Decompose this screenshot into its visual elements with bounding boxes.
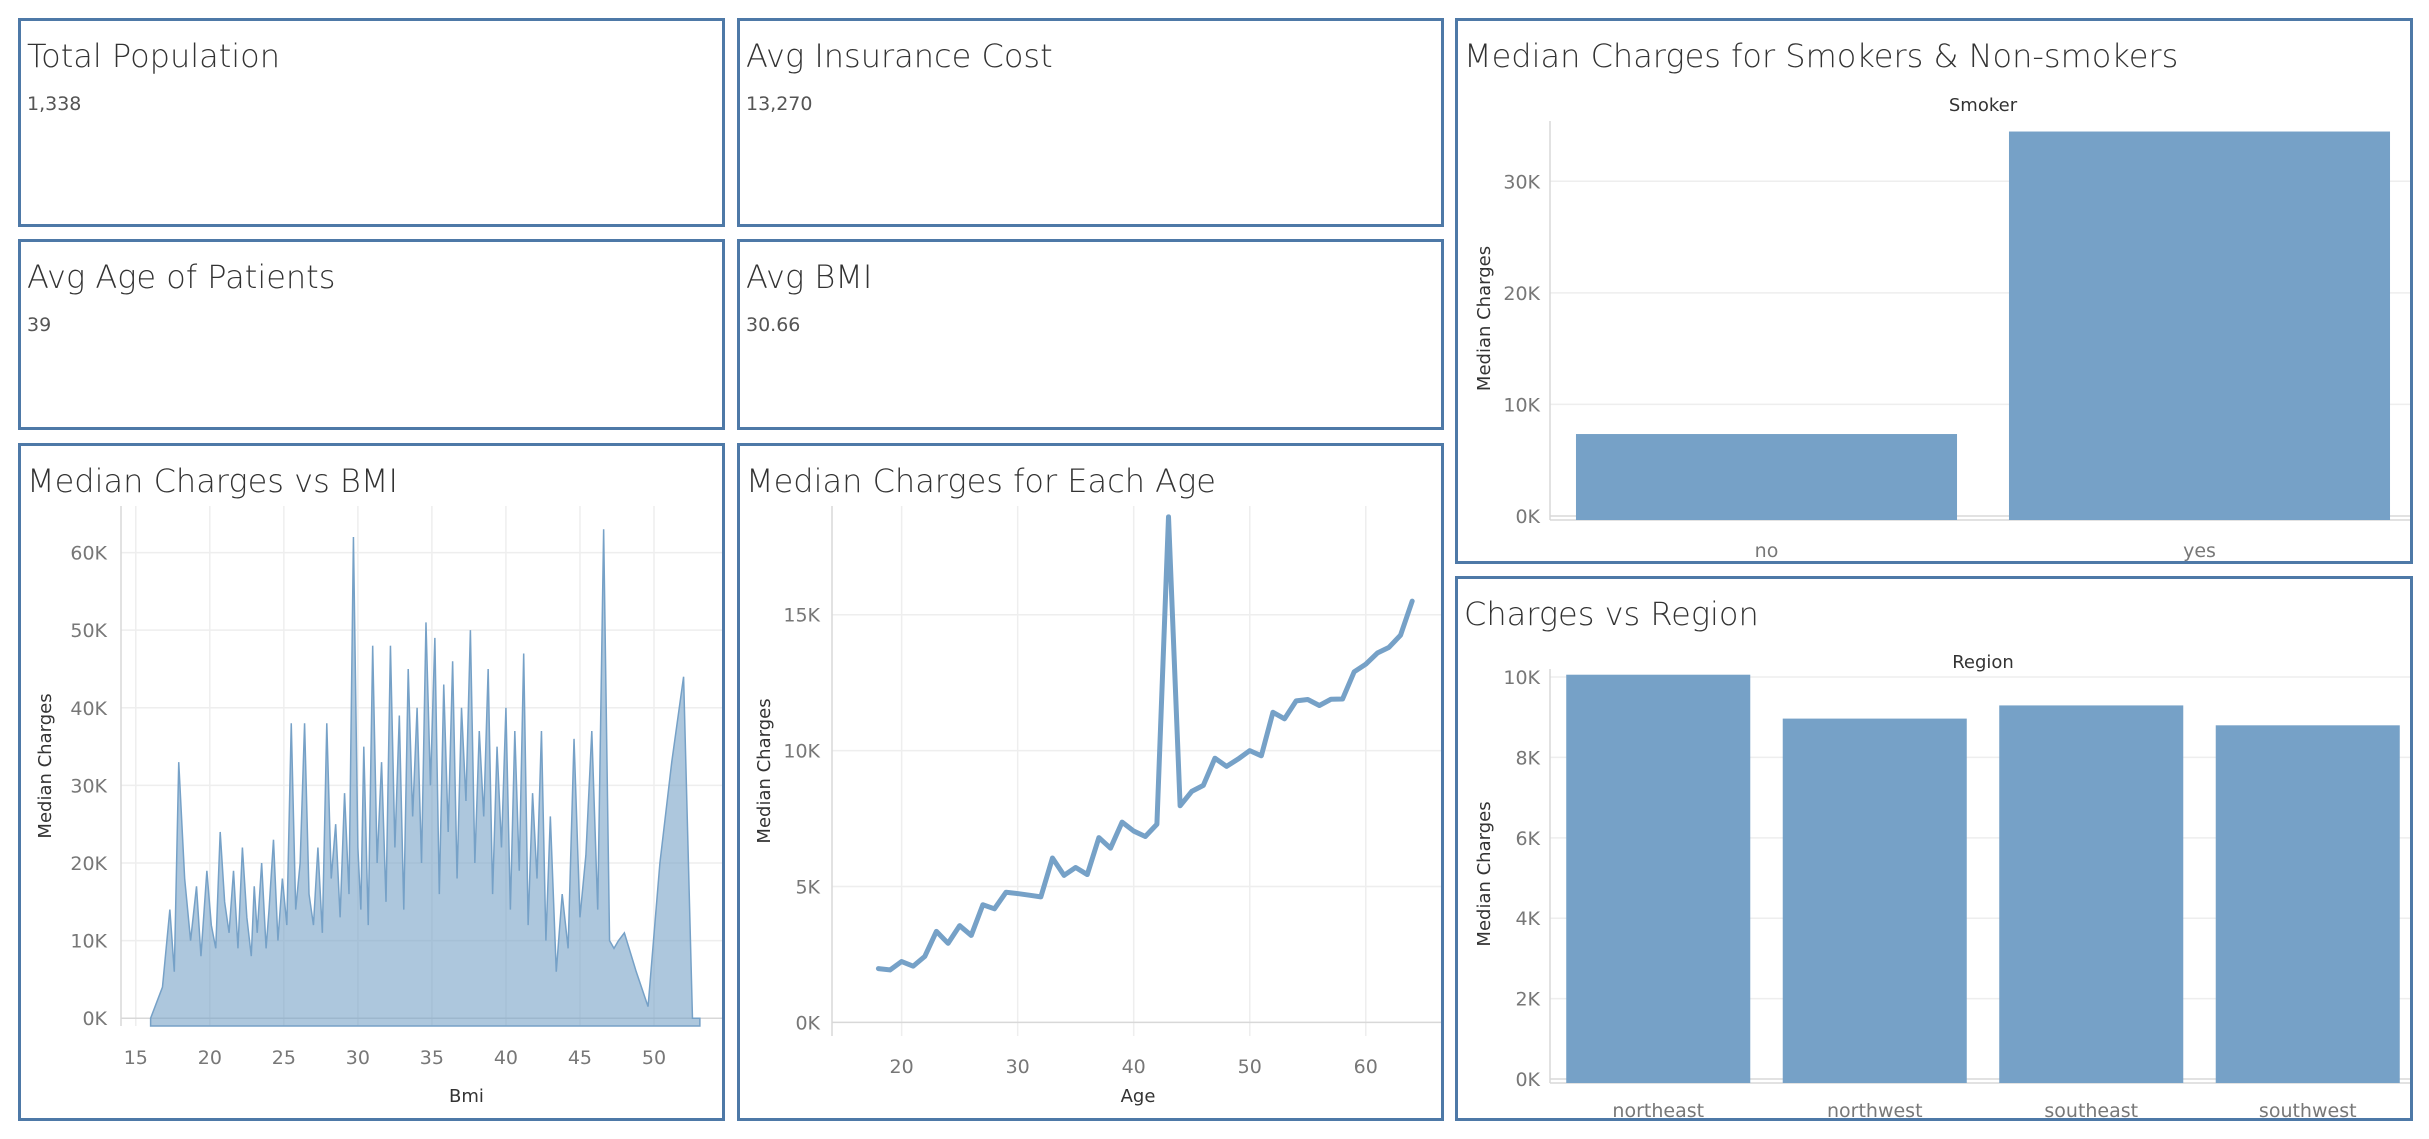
kpi-value: 30.66 — [746, 314, 801, 336]
y-tick-label: 0K — [82, 1008, 107, 1030]
x-tick-label: 45 — [568, 1047, 592, 1069]
y-tick-label: 0K — [1515, 1069, 1540, 1091]
y-tick-label: 10K — [70, 931, 107, 953]
bar-northwest — [1782, 718, 1967, 1083]
y-axis-label: Median Charges — [1474, 246, 1495, 391]
y-tick-label: 2K — [1515, 989, 1540, 1011]
kpi-value: 13,270 — [746, 93, 813, 115]
bar-yes — [2008, 131, 2391, 520]
chart-title: Median Charges vs BMI — [27, 462, 398, 500]
x-tick-label: 60 — [1354, 1056, 1378, 1078]
age-chart-panel: Median Charges for Each Age 20 30 40 50 60 0K… — [737, 443, 1444, 1121]
column-header: Smoker — [1949, 95, 2018, 116]
y-tick-label: 10K — [783, 741, 820, 763]
y-tick-label: 20K — [70, 853, 107, 875]
y-axis-label: Median Charges — [35, 693, 56, 838]
chart-title: Median Charges for Each Age — [746, 462, 1216, 500]
y-tick-label: 6K — [1515, 828, 1540, 850]
y-tick-label: 4K — [1515, 908, 1540, 930]
kpi-total-population: Total Population 1,338 — [18, 18, 725, 227]
y-tick-label: 5K — [795, 877, 820, 899]
kpi-avg-age: Avg Age of Patients 39 — [18, 239, 725, 430]
kpi-avg-bmi: Avg BMI 30.66 — [737, 239, 1444, 430]
x-tick-label: 30 — [1006, 1056, 1030, 1078]
y-tick-label: 50K — [70, 620, 107, 642]
y-tick-label: 10K — [1503, 394, 1540, 416]
column-header: Region — [1952, 652, 2014, 673]
y-tick-label: 30K — [70, 775, 107, 797]
x-tick-label: 50 — [1238, 1056, 1262, 1078]
region-chart-panel: Charges vs Region Region 0K 2K 4K 6K 8K 10K Med… — [1455, 576, 2413, 1121]
x-axis-label: Bmi — [449, 1086, 484, 1107]
y-tick-label: 10K — [1503, 667, 1540, 689]
region-bar-chart: Region 0K 2K 4K 6K 8K 10K Median Charges northea… — [1474, 652, 2410, 1121]
y-tick-label: 20K — [1503, 283, 1540, 305]
kpi-value: 39 — [27, 314, 52, 336]
x-tick-label: 40 — [1122, 1056, 1146, 1078]
age-line-chart: 20 30 40 50 60 0K 5K 10K 15K Age Median Charges — [754, 506, 1441, 1107]
x-tick-label: 35 — [420, 1047, 444, 1069]
x-tick-label: 25 — [272, 1047, 296, 1069]
y-tick-label: 0K — [795, 1012, 820, 1034]
bar-no — [1575, 434, 1958, 520]
y-tick-label: 15K — [783, 605, 820, 627]
y-tick-label: 40K — [70, 698, 107, 720]
y-tick-label: 8K — [1515, 747, 1540, 769]
kpi-avg-insurance-cost: Avg Insurance Cost 13,270 — [737, 18, 1444, 227]
category-label: no — [1755, 540, 1779, 562]
y-axis-label: Median Charges — [754, 698, 775, 843]
x-tick-label: 40 — [494, 1047, 518, 1069]
kpi-title: Avg BMI — [746, 258, 873, 296]
category-label: northeast — [1612, 1100, 1704, 1121]
kpi-title: Total Population — [27, 37, 281, 75]
area-series — [149, 529, 701, 1027]
x-tick-label: 30 — [346, 1047, 370, 1069]
x-tick-label: 50 — [642, 1047, 666, 1069]
bmi-chart-panel: Median Charges vs BMI 15 20 25 30 35 40 45 50 0K… — [18, 443, 725, 1121]
y-tick-label: 30K — [1503, 171, 1540, 193]
category-label: southwest — [2259, 1100, 2357, 1121]
bar-southeast — [1999, 705, 2184, 1083]
smoker-chart-panel: Median Charges for Smokers & Non-smokers… — [1455, 18, 2413, 564]
x-tick-label: 20 — [890, 1056, 914, 1078]
x-tick-label: 20 — [198, 1047, 222, 1069]
kpi-title: Avg Age of Patients — [27, 258, 336, 296]
bar-southwest — [2215, 725, 2400, 1083]
category-label: southeast — [2044, 1100, 2138, 1121]
chart-title: Charges vs Region — [1464, 595, 1759, 633]
x-axis-label: Age — [1121, 1086, 1156, 1107]
x-tick-label: 15 — [124, 1047, 148, 1069]
y-tick-label: 60K — [70, 543, 107, 565]
chart-title: Median Charges for Smokers & Non-smokers — [1464, 37, 2179, 75]
kpi-value: 1,338 — [27, 93, 82, 115]
bmi-area-chart: 15 20 25 30 35 40 45 50 0K 10K 20K 30K 40K 50K 60K Bmi M… — [35, 506, 722, 1107]
line-series — [875, 514, 1415, 973]
y-axis-label: Median Charges — [1474, 801, 1495, 946]
kpi-title: Avg Insurance Cost — [746, 37, 1053, 75]
bar-northeast — [1566, 674, 1751, 1083]
category-label: northwest — [1827, 1100, 1923, 1121]
y-tick-label: 0K — [1515, 506, 1540, 528]
smoker-bar-chart: Smoker 0K 10K 20K 30K Median Charges no yes — [1474, 95, 2410, 562]
category-label: yes — [2183, 540, 2216, 562]
